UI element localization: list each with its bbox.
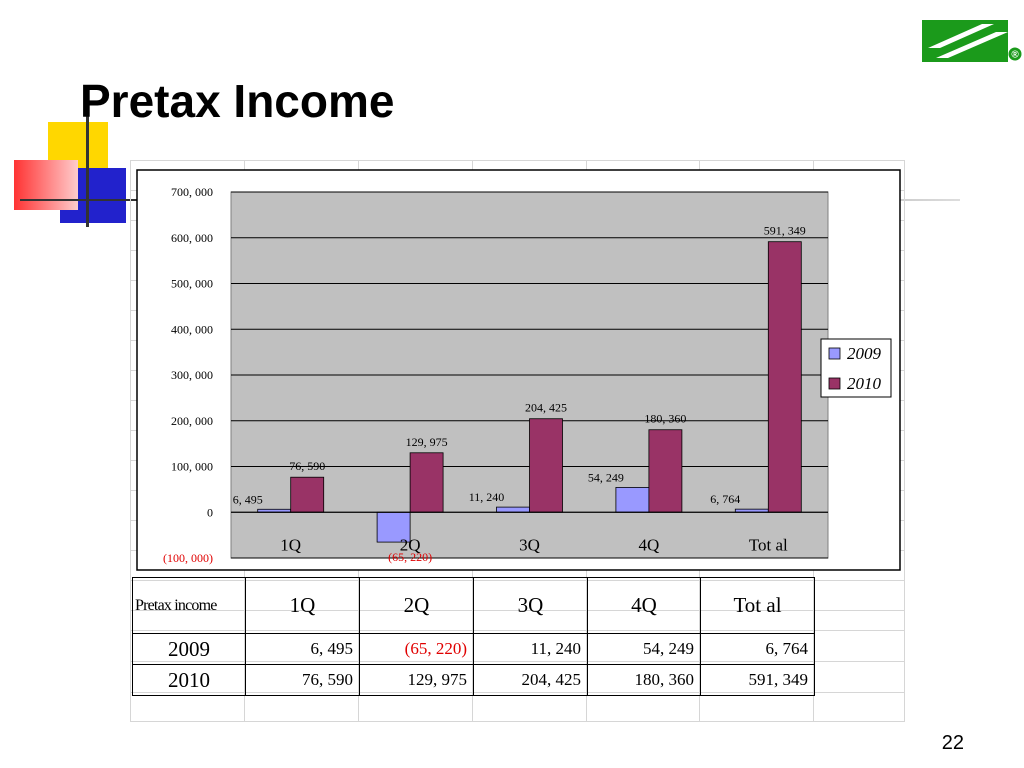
y-tick-label: 200, 000 [171,414,213,428]
decor-red-square [14,160,78,210]
category-label: 3Q [519,535,540,554]
data-label: 54, 249 [588,470,624,484]
table-cell: 6, 764 [700,633,815,665]
category-label: 4Q [639,535,660,554]
data-label: 129, 975 [406,435,448,449]
table-header-cell: 3Q [473,577,588,634]
registered-mark: ® [1011,50,1019,61]
table-cell: 204, 425 [473,664,588,696]
table-header-row: Pretax income 1Q 2Q 3Q 4Q Tot al [132,577,815,634]
data-labels: 6, 495 76, 590 (65, 220) 129, 975 11, 240 204… [233,224,806,564]
category-label: 1Q [280,535,301,554]
table-cell: 180, 360 [587,664,701,696]
y-tick-label: 0 [207,505,213,519]
table-cell: 11, 240 [473,633,588,665]
table-row-label: 2010 [132,664,246,696]
data-label: 204, 425 [525,401,567,415]
page-number: 22 [941,732,964,754]
bar-2010 [767,241,802,513]
data-label: 76, 590 [289,459,325,473]
decor-vertical-line [86,112,89,227]
legend-swatch-2010 [828,377,841,390]
data-label: 591, 349 [764,224,806,238]
bar-2010 [648,429,683,513]
y-axis-tick-labels: (100, 000) 0 100, 000 200, 000 300, 000 400, … [163,185,213,565]
data-label: 6, 495 [233,492,263,506]
data-label: 6, 764 [710,492,740,506]
table-row: 2010 76, 590 129, 975 204, 425 180, 360 … [132,664,815,696]
bar-2009 [615,487,650,513]
gridlines [231,191,828,559]
y-tick-label: 500, 000 [171,277,213,291]
table-header-cell: 1Q [245,577,360,634]
table-corner-label: Pretax income [132,577,246,634]
bar-2010 [409,452,444,513]
data-label: 180, 360 [644,412,686,426]
y-tick-label: 100, 000 [171,460,213,474]
legend: 2009 2010 [820,338,892,398]
pretax-income-table: Pretax income 1Q 2Q 3Q 4Q Tot al 2009 6,… [132,577,815,696]
category-label: 2Q [400,535,421,554]
bar-2010 [529,418,563,513]
table-cell: 129, 975 [359,664,474,696]
table-cell: (65, 220) [359,633,474,665]
y-tick-label: 300, 000 [171,368,213,382]
table-cell: 76, 590 [245,664,360,696]
y-tick-label: 600, 000 [171,231,213,245]
table-header-cell: 2Q [359,577,474,634]
bars [257,241,802,543]
table-row-label: 2009 [132,633,246,665]
table-row: 2009 6, 495 (65, 220) 11, 240 54, 249 6,… [132,633,815,665]
legend-swatch-2009 [828,347,841,360]
data-label: (65, 220) [388,550,432,564]
x-axis-category-labels: 1Q 2Q 3Q 4Q Tot al [280,535,788,554]
legend-label: 2009 [847,344,882,363]
table-cell: 54, 249 [587,633,701,665]
bar-2010 [290,476,325,513]
y-tick-label: 700, 000 [171,185,213,199]
table-cell: 591, 349 [700,664,815,696]
table-header-cell: 4Q [587,577,701,634]
company-logo: ® [922,18,1022,66]
category-label: Tot al [749,535,788,554]
y-tick-label: (100, 000) [163,551,213,565]
bar-2009 [496,506,530,513]
legend-label: 2010 [847,374,882,393]
y-tick-label: 400, 000 [171,322,213,336]
table-cell: 6, 495 [245,633,360,665]
bar-2009 [376,511,411,543]
data-label: 11, 240 [469,490,505,504]
slide-title: Pretax Income [80,75,395,127]
table-header-cell: Tot al [700,577,815,634]
